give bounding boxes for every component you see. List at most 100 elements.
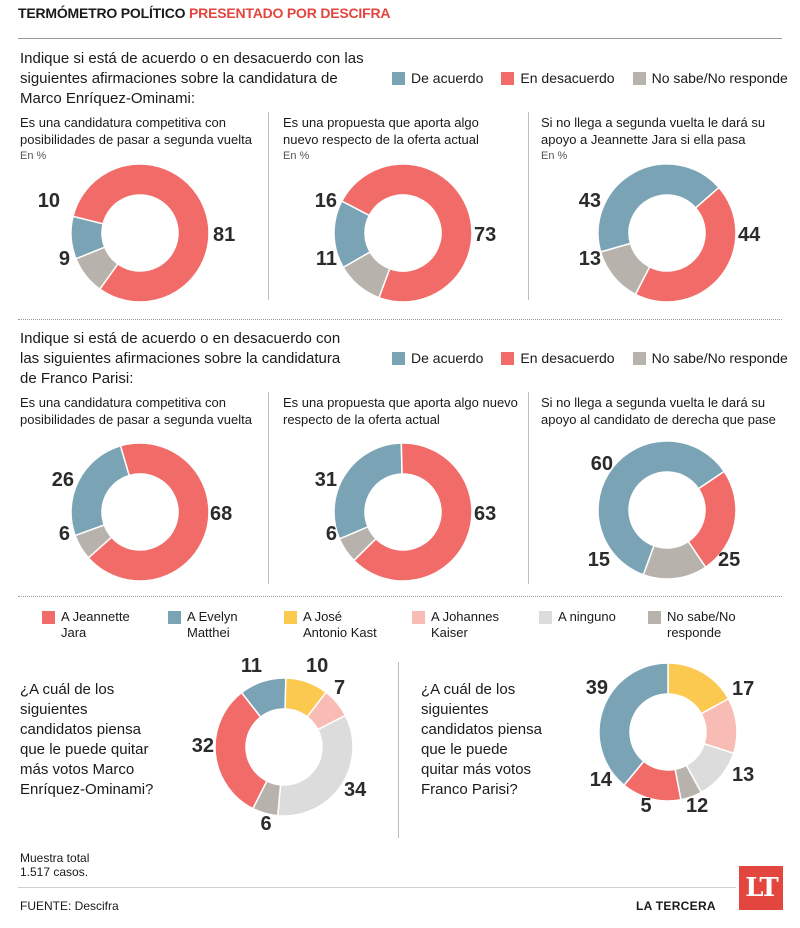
swatch (501, 71, 515, 85)
section-rule (18, 596, 782, 597)
slice-no-sabe-no-responde (599, 242, 651, 296)
legend-item-ninguno: A ninguno (539, 609, 616, 625)
question-line: ¿A cuál de los (421, 681, 516, 698)
legend-item-agree: De acuerdo (392, 70, 483, 86)
legend-text: A Jeannette Jara (61, 609, 130, 641)
question-line: quitar más votos (421, 761, 532, 778)
header-main: TERMÓMETRO POLÍTICO (18, 5, 186, 21)
legend-label: De acuerdo (411, 350, 484, 366)
donut-chart-1: 10 81 9 (38, 163, 235, 303)
legend-text: No sabe/No responde (667, 609, 736, 641)
data-label: 5 (640, 795, 651, 817)
swatch (284, 611, 297, 624)
data-label: 13 (732, 764, 754, 786)
legend-text: A ninguno (558, 609, 616, 625)
slice-no-sabe-no-responde (338, 525, 378, 562)
chart4-subtitle: Es una candidatura competitiva con posib… (20, 394, 252, 428)
legend-item-jara: A Jeannette Jara (42, 609, 130, 641)
question-line: siguientes (20, 701, 88, 718)
legend-line: Jara (61, 625, 87, 640)
slice-de-acuerdo (597, 163, 720, 253)
data-label: 60 (591, 453, 613, 475)
legend-item-dontknow: No sabe/No responde (632, 350, 788, 366)
slice-en-desacuerdo (634, 186, 737, 303)
legend-item-kaiser: A Johannes Kaiser (412, 609, 499, 641)
data-label: 32 (192, 735, 214, 757)
question-line: de Franco Parisi: (20, 370, 134, 387)
divider (528, 112, 529, 300)
section1-question: Indique si está de acuerdo o en desacuer… (20, 49, 364, 109)
sample-line: Muestra total (20, 851, 90, 865)
header-title: TERMÓMETRO POLÍTICO PRESENTADO POR DESCI… (18, 5, 390, 21)
section2-question: Indique si está de acuerdo o en desacuer… (20, 329, 340, 389)
subtitle-line: apoyo a Jeannette Jara si ella pasa (541, 132, 746, 147)
question-line: que le puede (421, 741, 508, 758)
data-label: 7 (334, 677, 345, 699)
question-line: Indique si está de acuerdo o en desacuer… (20, 330, 341, 347)
subtitle-line: Es una propuesta que aporta algo (283, 115, 479, 130)
data-label: 15 (588, 549, 610, 571)
data-label: 73 (474, 224, 496, 246)
legend-item-kast: A José Antonio Kast (284, 609, 377, 641)
data-label: 81 (213, 224, 235, 246)
chart6-subtitle: Si no llega a segunda vuelta le dará su … (541, 394, 776, 428)
subtitle-line: posibilidades de pasar a segunda vuelta (20, 132, 253, 147)
slice-en-desacuerdo (72, 163, 210, 303)
subtitle-line: respecto de la oferta actual (283, 412, 440, 427)
slice-no-sabe-no-responde (75, 246, 119, 291)
brand-name: LA TERCERA (636, 899, 716, 913)
swatch (539, 611, 552, 624)
data-label: 31 (315, 469, 337, 491)
data-label: 6 (260, 813, 271, 835)
data-label: 11 (241, 655, 262, 677)
chart3-subtitle: Si no llega a segunda vuelta le dará su … (541, 114, 765, 165)
chart-unit: En % (283, 150, 310, 162)
legend-line: A Jeannette (61, 609, 130, 624)
swatch (501, 351, 515, 365)
donut-chart-5: 31 63 6 (315, 442, 496, 582)
swatch (392, 71, 405, 85)
swatch (632, 351, 646, 365)
swatch (392, 351, 405, 365)
question-line: Franco Parisi? (421, 781, 518, 798)
data-label: 63 (474, 503, 496, 525)
header-presented-by: PRESENTADO POR DESCIFRA (189, 5, 391, 21)
swatch (648, 611, 661, 624)
data-label: 13 (579, 248, 601, 270)
data-label: 11 (316, 248, 337, 270)
question-line: Enríquez-Ominami? (20, 781, 154, 798)
data-label: 43 (579, 190, 601, 212)
question-line: candidatos piensa (20, 721, 141, 738)
legend-text: A Evelyn Matthei (187, 609, 238, 641)
swatch (168, 611, 181, 624)
data-label: 44 (738, 224, 761, 246)
data-label: 14 (590, 769, 613, 791)
slice-de-acuerdo (333, 442, 403, 540)
top-rule (18, 38, 782, 39)
subtitle-line: posibilidades de pasar a segunda vuelta (20, 412, 253, 427)
slice-no-sabe-no-responde (642, 540, 707, 580)
legend-item-disagree: En desacuerdo (501, 70, 615, 86)
data-label: 39 (586, 677, 608, 699)
legend-label: De acuerdo (411, 70, 484, 86)
donut-chart-7: 11 10 7 34 6 32 (192, 655, 367, 835)
sample-line: 1.517 casos. (20, 865, 89, 879)
legend-label: En desacuerdo (520, 70, 615, 86)
slice-no-sabe-no-responde (74, 524, 113, 559)
sample-note: Muestra total 1.517 casos. (20, 851, 89, 879)
question-line: siguientes afirmaciones sobre la candida… (20, 70, 338, 87)
question-line: las siguientes afirmaciones sobre la can… (20, 350, 341, 367)
legend-label: No sabe/No responde (651, 70, 788, 86)
subtitle-line: Si no llega a segunda vuelta le dará su (541, 395, 766, 410)
data-label: 10 (38, 190, 60, 212)
legend-line: responde (667, 625, 722, 640)
question-line: candidatos piensa (421, 721, 542, 738)
divider (268, 112, 269, 300)
data-label: 6 (59, 523, 70, 545)
q-meo: ¿A cuál de los siguientes candidatos pie… (20, 680, 153, 800)
slice-no-sabe-no-responde (342, 250, 391, 299)
swatch (412, 611, 425, 624)
legend-item-dontknow: No sabe/No responde (632, 70, 788, 86)
legend-text: A Johannes Kaiser (431, 609, 499, 641)
slice-a-ninguno (276, 714, 354, 817)
